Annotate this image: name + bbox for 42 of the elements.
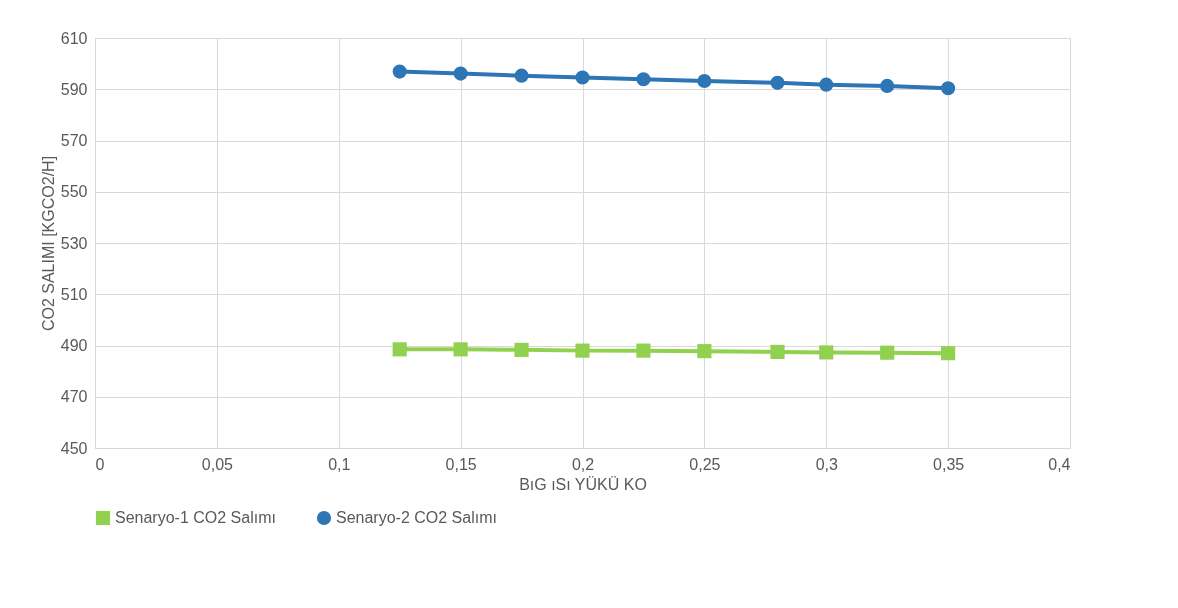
point — [514, 68, 529, 83]
point — [819, 77, 834, 92]
y-tick-label: 490 — [60, 337, 88, 354]
point — [697, 344, 712, 359]
legend-label: Senaryo-2 CO2 Salımı — [336, 509, 497, 526]
y-tick-label: 530 — [60, 234, 88, 252]
x-tick-label: 0,2 — [571, 455, 595, 473]
point — [941, 346, 956, 361]
x-tick-label: 0 — [95, 455, 105, 473]
x-tick-label: 0,15 — [445, 455, 477, 473]
point — [575, 70, 590, 85]
x-tick-label: 0,05 — [201, 455, 234, 473]
x-tick-label: 0,25 — [689, 455, 721, 473]
y-tick-label: 450 — [60, 439, 88, 457]
x-tick-label: 0,35 — [933, 455, 965, 473]
point — [392, 342, 407, 357]
point — [770, 75, 785, 90]
x-tick-label: 0,1 — [328, 455, 351, 473]
x-tick-label: 0,3 — [815, 455, 838, 473]
y-axis-title: CO2 SALIMI [KGCO2/H] — [39, 155, 57, 332]
point — [770, 344, 785, 359]
point — [941, 81, 956, 96]
point — [453, 66, 468, 81]
point — [636, 343, 651, 358]
legend-label: Senaryo-1 CO2 Salımı — [115, 509, 276, 526]
point — [819, 345, 834, 360]
y-tick-label: 570 — [60, 132, 88, 149]
x-axis-title: BıG ıSı YÜKÜ KO — [519, 475, 647, 493]
point — [880, 78, 895, 93]
point — [392, 64, 407, 79]
y-tick-label: 590 — [60, 80, 88, 98]
point — [636, 72, 651, 87]
point — [880, 345, 895, 360]
y-tick-label: 550 — [60, 183, 88, 201]
y-tick-label: 610 — [60, 29, 88, 47]
y-tick-label: 470 — [60, 388, 88, 406]
point — [453, 342, 468, 357]
point — [514, 342, 529, 357]
x-tick-label: 0,4 — [1048, 455, 1071, 473]
point — [575, 343, 590, 358]
y-tick-label: 510 — [60, 285, 88, 303]
point — [697, 73, 712, 89]
